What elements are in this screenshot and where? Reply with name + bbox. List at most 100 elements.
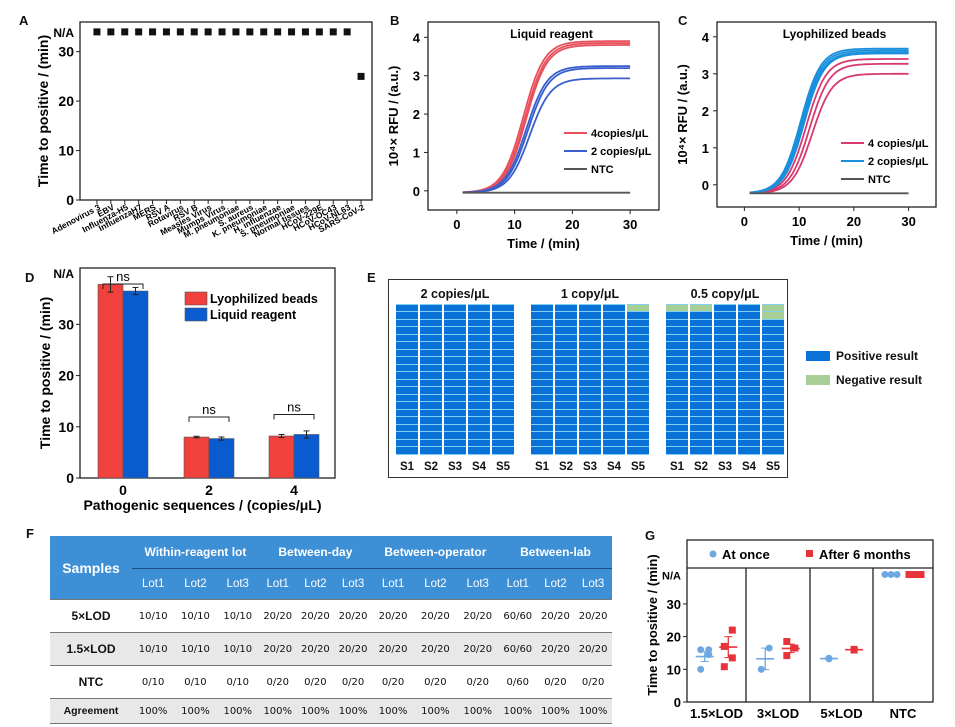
positive-cell	[603, 432, 625, 439]
series-line	[462, 77, 631, 194]
positive-cell	[603, 305, 625, 312]
panel-label-a: A	[19, 13, 29, 28]
sample-label: S1	[399, 460, 415, 473]
positive-cell	[531, 319, 553, 327]
positive-cell	[714, 357, 736, 364]
x-tick-label: 5×LOD	[820, 706, 862, 721]
data-point	[204, 28, 212, 36]
positive-cell	[492, 364, 514, 372]
positive-cell	[468, 342, 490, 349]
positive-cell	[492, 387, 514, 394]
positive-cell	[666, 357, 688, 364]
table-cell: 100%	[216, 698, 259, 724]
data-point	[260, 28, 268, 36]
x-tick-label: 0	[453, 217, 460, 232]
table-row: 1.5×LOD 10/10 10/10 10/10 20/20 20/20 20/20 20/…	[50, 632, 612, 666]
positive-cell	[690, 372, 712, 379]
positive-cell	[579, 312, 601, 319]
panel-label-f: F	[26, 526, 34, 541]
positive-cell	[468, 447, 490, 454]
positive-cell	[666, 402, 688, 409]
sample-label: S4	[606, 460, 622, 473]
sample-label: S3	[447, 460, 463, 473]
table-cell: 20/20	[456, 632, 499, 666]
positive-cell	[492, 334, 514, 342]
positive-cell	[603, 357, 625, 364]
table-cell: 0/10	[132, 665, 175, 699]
table-cell: 20/20	[296, 632, 335, 666]
positive-cell	[468, 379, 490, 387]
positive-cell	[531, 342, 553, 349]
positive-cell	[714, 379, 736, 387]
row-label: NTC	[50, 665, 132, 699]
positive-cell	[444, 387, 466, 394]
y-tick-label: 2	[702, 104, 709, 119]
table-cell: 20/20	[536, 632, 575, 666]
positive-cell	[468, 387, 490, 394]
positive-cell	[396, 327, 418, 334]
x-tick-label: 10	[507, 217, 521, 232]
positive-cell	[420, 312, 442, 319]
positive-cell	[420, 305, 442, 312]
positive-cell	[738, 319, 760, 327]
positive-cell	[666, 432, 688, 439]
positive-cell	[579, 394, 601, 402]
positive-cell	[555, 342, 577, 349]
header-lot: Lot3	[574, 568, 612, 600]
sample-label: S3	[717, 460, 733, 473]
legend-label-positive: Positive result	[836, 349, 919, 363]
positive-cell	[492, 349, 514, 357]
positive-cell	[714, 349, 736, 357]
positive-cell	[396, 424, 418, 432]
positive-cell	[420, 387, 442, 394]
positive-cell	[666, 372, 688, 379]
data-point	[121, 28, 129, 36]
y-tick-label: 4	[702, 30, 710, 45]
positive-cell	[603, 387, 625, 394]
y-axis-label: 10⁴× RFU / (a.u.)	[675, 64, 690, 165]
positive-cell	[420, 402, 442, 409]
sample-label: S2	[423, 460, 439, 473]
positive-cell	[579, 319, 601, 327]
positive-cell	[420, 394, 442, 402]
table-cell: 100%	[334, 698, 372, 724]
positive-cell	[714, 372, 736, 379]
panel-label-e: E	[367, 270, 376, 285]
table-cell: 100%	[371, 698, 415, 724]
table-cell: 20/20	[456, 599, 499, 633]
positive-cell	[555, 424, 577, 432]
y-tick-label: 20	[667, 630, 681, 645]
positive-cell	[579, 409, 601, 417]
table-cell: 100%	[456, 698, 499, 724]
positive-cell	[738, 327, 760, 334]
y-tick-label: 10	[58, 143, 74, 159]
table-cell: 0/20	[414, 665, 457, 699]
data-point	[190, 28, 198, 36]
positive-cell	[420, 349, 442, 357]
table-cell: 100%	[498, 698, 537, 724]
positive-cell	[714, 409, 736, 417]
positive-cell	[762, 432, 784, 439]
y-tick-label: 10	[58, 419, 74, 435]
positive-cell	[714, 447, 736, 454]
y-axis-label: Time to positive / (min)	[37, 297, 53, 449]
positive-cell	[762, 409, 784, 417]
header-lot: Lot1	[132, 568, 175, 600]
positive-cell	[396, 312, 418, 319]
sample-label: S2	[558, 460, 574, 473]
positive-cell	[468, 327, 490, 334]
positive-cell	[762, 349, 784, 357]
data-point	[232, 28, 240, 36]
data-point	[765, 644, 773, 652]
x-tick-label: 3×LOD	[757, 706, 799, 721]
positive-cell	[666, 409, 688, 417]
y-tick-label: 0	[674, 695, 681, 710]
positive-cell	[738, 439, 760, 447]
positive-cell	[738, 387, 760, 394]
sample-column	[420, 304, 442, 455]
data-point	[135, 28, 143, 36]
data-point	[274, 28, 282, 36]
legend-label: Lyophilized beads	[210, 292, 318, 306]
y-tick-label: 3	[413, 69, 420, 84]
positive-cell	[555, 402, 577, 409]
